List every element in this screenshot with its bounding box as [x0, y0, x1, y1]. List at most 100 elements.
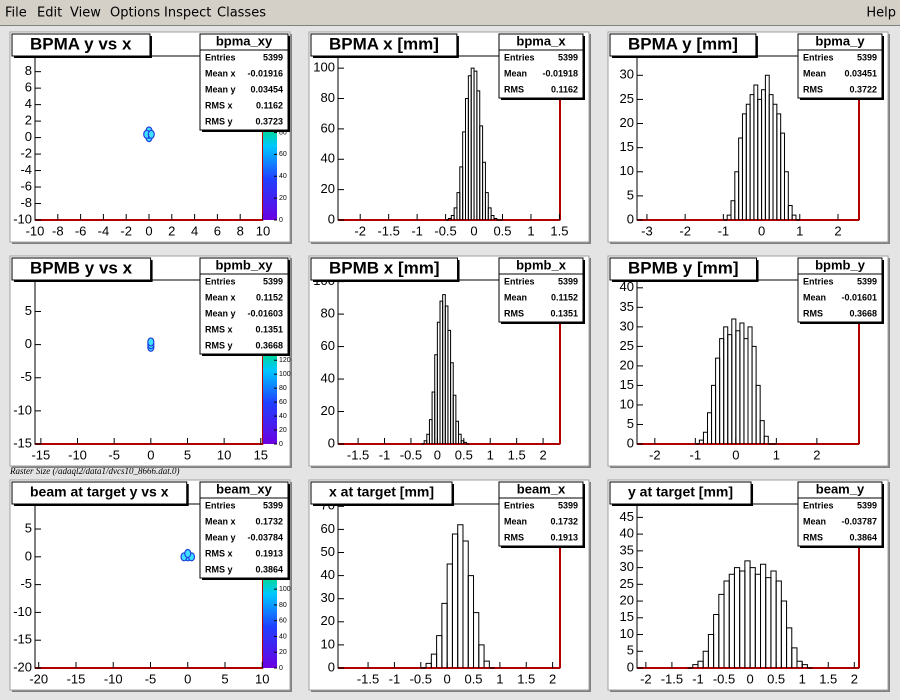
z-tick-label: 80: [279, 385, 287, 392]
stats-value: 5399: [857, 500, 877, 510]
y-tick-label: 80: [321, 90, 335, 105]
y-tick-label: 0: [328, 435, 335, 450]
stats-value: 5399: [558, 276, 578, 286]
x-tick-label: 2: [549, 671, 556, 686]
stats-value: 5399: [558, 500, 578, 510]
stats-value: 0.1162: [256, 100, 283, 110]
y-tick-label: 0: [328, 211, 335, 226]
histogram-bin: [787, 205, 793, 220]
stats-value: 0.1913: [550, 532, 578, 542]
menu-item[interactable]: Inspect: [164, 6, 211, 21]
stats-label: Entries: [205, 52, 236, 62]
y-tick-label: -15: [13, 435, 32, 450]
x-tick-label: 15: [254, 447, 268, 462]
y-tick-label: 10: [321, 636, 335, 651]
x-tick-label: 0: [470, 223, 477, 238]
z-tick-label: 20: [279, 649, 287, 656]
y-tick-label: 40: [620, 279, 634, 294]
x-tick-label: -6: [75, 223, 87, 238]
x-tick-label: 2: [813, 447, 820, 462]
histogram-bin: [791, 214, 797, 220]
z-tick-label: 60: [279, 618, 287, 625]
stats-value: 0.3668: [255, 340, 283, 350]
y-tick-label: 100: [313, 60, 335, 75]
stats-label: RMS: [803, 532, 823, 542]
title-box: [609, 33, 757, 57]
stats-label: Entries: [504, 52, 535, 62]
y-tick-label: -2: [20, 146, 32, 161]
y-tick-label: 50: [321, 544, 335, 559]
stats-label: Mean x: [205, 68, 236, 78]
menu-item[interactable]: Edit: [37, 6, 62, 21]
title-box: [310, 481, 453, 505]
chart-title: BPMA x [mm]: [329, 34, 439, 53]
y-tick-label: -10: [13, 211, 32, 226]
y-tick-label: 25: [620, 576, 634, 591]
x-tick-label: -2: [640, 671, 652, 686]
y-tick-label: 0: [627, 659, 634, 674]
x-tick-label: 5: [184, 447, 191, 462]
stats-name: beam_xy: [216, 481, 272, 496]
x-tick-label: -1: [411, 223, 423, 238]
y-tick-label: 8: [25, 63, 32, 78]
menu-item[interactable]: Options: [110, 6, 160, 21]
stats-value: -0.03784: [247, 532, 283, 542]
x-tick-label: 0: [758, 223, 765, 238]
chart-title: BPMA y vs x: [30, 34, 132, 53]
stats-value: 0.1162: [551, 84, 578, 94]
stats-name: beam_y: [816, 481, 865, 496]
menu-item[interactable]: Help: [866, 6, 896, 21]
stats-label: Mean x: [205, 292, 236, 302]
stats-label: Entries: [504, 276, 535, 286]
x-tick-label: -0.5: [400, 447, 422, 462]
histogram-bin: [493, 217, 498, 220]
menu-item[interactable]: File: [5, 6, 27, 21]
x-tick-label: 10: [255, 671, 269, 686]
stats-name: bpma_x: [516, 33, 566, 48]
scatter-point: [147, 129, 155, 139]
y-tick-label: 40: [321, 370, 335, 385]
histogram-bin: [473, 612, 480, 668]
y-tick-label: 4: [25, 96, 32, 111]
stats-label: RMS: [504, 532, 524, 542]
y-tick-label: 45: [620, 509, 634, 524]
menu-item[interactable]: Classes: [217, 6, 266, 21]
stats-value: 5399: [263, 276, 283, 286]
stats-label: Entries: [803, 276, 834, 286]
x-tick-label: -0.5: [434, 223, 456, 238]
histogram-bin: [801, 664, 808, 668]
histogram-bin: [487, 207, 492, 220]
stats-value: 5399: [857, 52, 877, 62]
x-tick-label: -20: [29, 671, 48, 686]
y-tick-label: 0: [627, 435, 634, 450]
y-tick-label: 15: [620, 139, 634, 154]
stats-value: 0.3722: [849, 84, 877, 94]
stats-label: RMS x: [205, 548, 233, 558]
chart-title: y at target [mm]: [628, 484, 733, 500]
z-tick-label: 40: [279, 413, 287, 420]
x-tick-label: 1.5: [508, 447, 526, 462]
y-tick-label: -5: [20, 369, 32, 384]
y-tick-label: 80: [321, 306, 335, 321]
histogram-bin: [482, 161, 486, 220]
chart-title: beam at target y vs x: [30, 484, 169, 500]
histogram-bin: [455, 420, 460, 444]
x-tick-label: -1.5: [377, 223, 399, 238]
x-tick-label: 2: [168, 223, 175, 238]
menu-item[interactable]: View: [70, 6, 101, 21]
x-tick-label: 2: [539, 447, 546, 462]
x-tick-label: -8: [52, 223, 64, 238]
stats-value: 0.1732: [255, 516, 283, 526]
stats-value: 0.1351: [550, 308, 578, 318]
z-tick-label: 80: [279, 129, 287, 136]
stats-label: Entries: [205, 500, 236, 510]
y-tick-label: 20: [620, 357, 634, 372]
title-box: [11, 481, 188, 505]
x-tick-label: 0.5: [767, 671, 785, 686]
x-tick-label: 1.5: [550, 223, 568, 238]
y-tick-label: -10: [13, 402, 32, 417]
y-tick-label: 30: [620, 318, 634, 333]
x-tick-label: 10: [217, 447, 231, 462]
stats-label: RMS y: [205, 340, 233, 350]
